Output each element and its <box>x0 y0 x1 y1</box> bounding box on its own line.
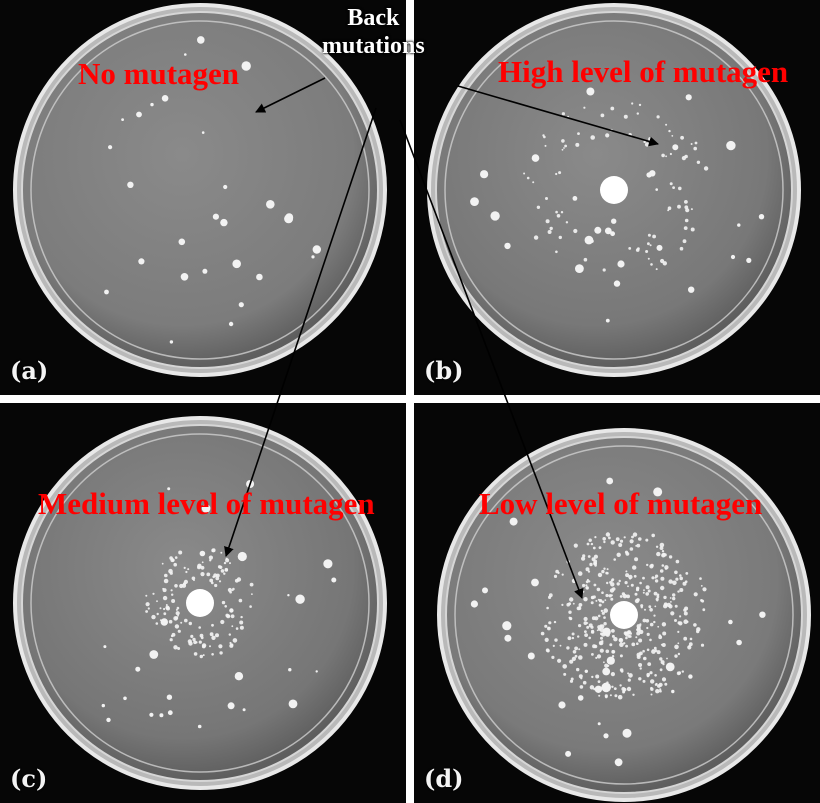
colonies-3 <box>470 477 766 767</box>
label-high-mutagen: High level of mutagen <box>498 54 789 89</box>
panel-letter-b: (b) <box>424 356 464 385</box>
colonies-2 <box>101 480 337 729</box>
petri-dish-c <box>13 416 387 790</box>
back-mutations-callout: Back mutations <box>322 4 425 60</box>
petri-dish-panel-d: (d) <box>414 403 820 803</box>
panel-letter-d: (d) <box>424 764 464 793</box>
label-medium-mutagen: Medium level of mutagen <box>38 486 375 521</box>
panel-letter-c: (c) <box>10 764 48 793</box>
mutagen-disk-3 <box>610 601 638 629</box>
label-low-mutagen: Low level of mutagen <box>479 486 763 521</box>
callout-line-1: Back <box>347 5 400 31</box>
petri-dish-panel-c: (c) <box>0 403 406 803</box>
panel-letter-a: (a) <box>10 356 49 385</box>
label-no-mutagen: No mutagen <box>78 56 240 91</box>
petri-dish-d <box>437 428 811 802</box>
callout-line-2: mutations <box>322 33 425 59</box>
mutagen-disk-2 <box>186 589 214 617</box>
mutagen-disk-1 <box>600 176 628 204</box>
